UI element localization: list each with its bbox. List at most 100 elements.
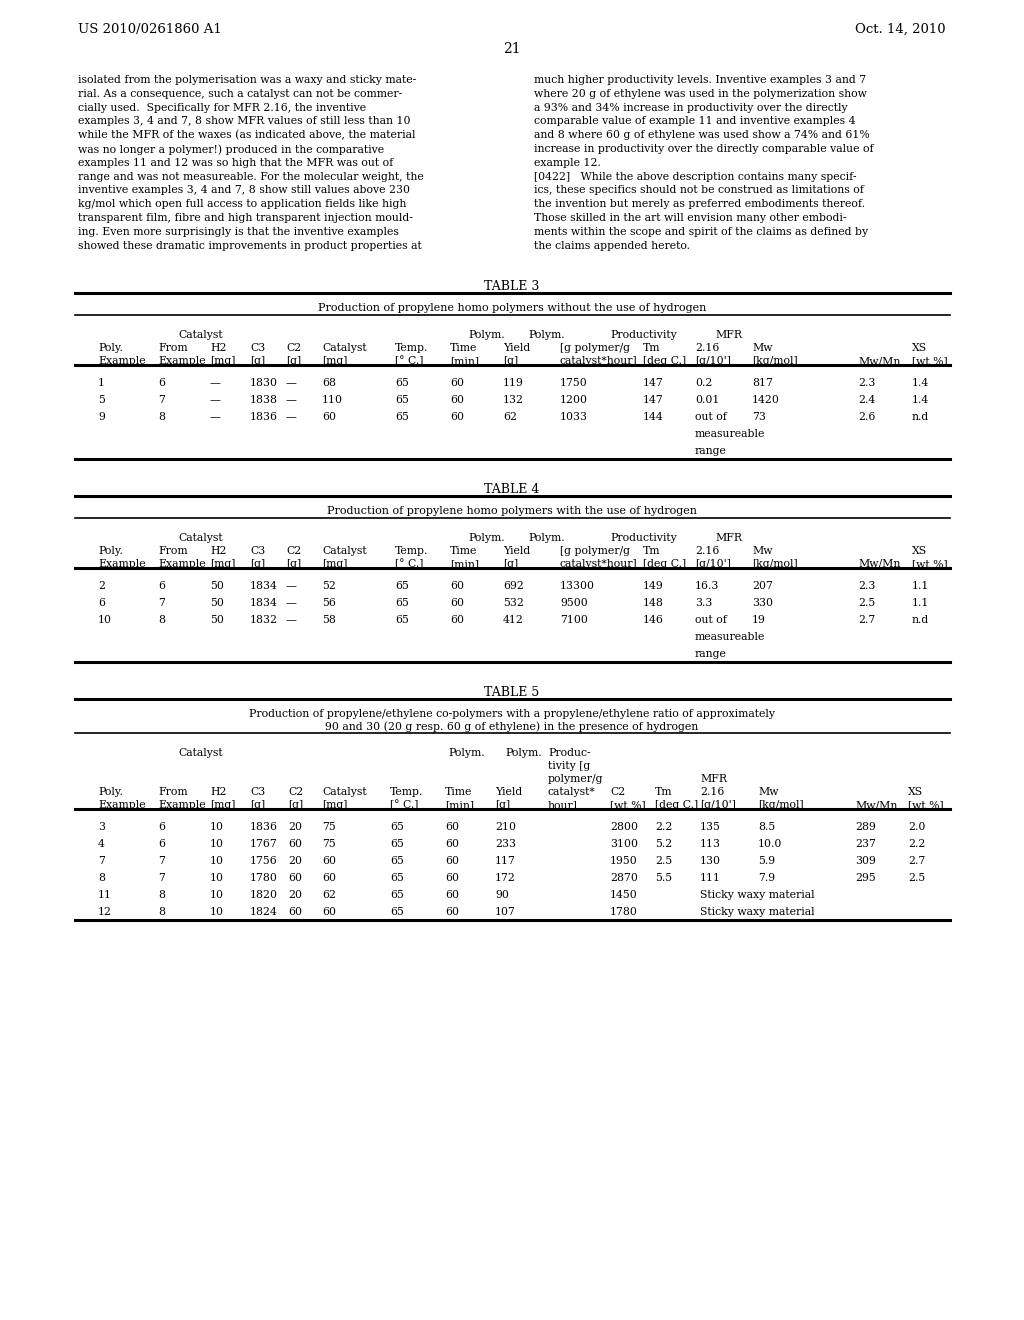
Text: XS: XS (912, 343, 927, 352)
Text: XS: XS (912, 546, 927, 556)
Text: 2.7: 2.7 (908, 855, 926, 866)
Text: 692: 692 (503, 581, 524, 591)
Text: 68: 68 (322, 378, 336, 388)
Text: Example: Example (98, 356, 145, 366)
Text: 50: 50 (210, 581, 224, 591)
Text: Mw: Mw (752, 343, 772, 352)
Text: 10: 10 (98, 615, 112, 624)
Text: 62: 62 (322, 890, 336, 900)
Text: 1450: 1450 (610, 890, 638, 900)
Text: C3: C3 (250, 343, 265, 352)
Text: 65: 65 (390, 907, 403, 917)
Text: 16.3: 16.3 (695, 581, 720, 591)
Text: TABLE 3: TABLE 3 (484, 280, 540, 293)
Text: 7100: 7100 (560, 615, 588, 624)
Text: 65: 65 (390, 890, 403, 900)
Text: 148: 148 (643, 598, 664, 609)
Text: 2.2: 2.2 (908, 840, 926, 849)
Text: ments within the scope and spirit of the claims as defined by: ments within the scope and spirit of the… (534, 227, 868, 236)
Text: Poly.: Poly. (98, 787, 123, 797)
Text: From: From (158, 343, 187, 352)
Text: Polym.: Polym. (505, 748, 542, 758)
Text: 60: 60 (322, 873, 336, 883)
Text: 10: 10 (210, 840, 224, 849)
Text: 65: 65 (390, 855, 403, 866)
Text: TABLE 5: TABLE 5 (484, 686, 540, 700)
Text: ics, these specifics should not be construed as limitations of: ics, these specifics should not be const… (534, 185, 864, 195)
Text: 110: 110 (322, 395, 343, 405)
Text: the invention but merely as preferred embodiments thereof.: the invention but merely as preferred em… (534, 199, 865, 209)
Text: 1834: 1834 (250, 598, 278, 609)
Text: [mg]: [mg] (210, 356, 236, 366)
Text: 6: 6 (158, 378, 165, 388)
Text: 7: 7 (158, 873, 165, 883)
Text: Catalyst: Catalyst (178, 748, 222, 758)
Text: 1.4: 1.4 (912, 395, 929, 405)
Text: 146: 146 (643, 615, 664, 624)
Text: H2: H2 (210, 787, 226, 797)
Text: 2.6: 2.6 (858, 412, 876, 422)
Text: 75: 75 (322, 822, 336, 832)
Text: XS: XS (908, 787, 923, 797)
Text: 149: 149 (643, 581, 664, 591)
Text: [g]: [g] (286, 356, 301, 366)
Text: 60: 60 (322, 907, 336, 917)
Text: 60: 60 (450, 581, 464, 591)
Text: 7.9: 7.9 (758, 873, 775, 883)
Text: [mg]: [mg] (322, 558, 347, 569)
Text: transparent film, fibre and high transparent injection mould-: transparent film, fibre and high transpa… (78, 213, 413, 223)
Text: 8.5: 8.5 (758, 822, 775, 832)
Text: Time: Time (445, 787, 472, 797)
Text: 1.4: 1.4 (912, 378, 929, 388)
Text: 75: 75 (322, 840, 336, 849)
Text: showed these dramatic improvements in product properties at: showed these dramatic improvements in pr… (78, 240, 422, 251)
Text: 5.9: 5.9 (758, 855, 775, 866)
Text: kg/mol which open full access to application fields like high: kg/mol which open full access to applica… (78, 199, 407, 209)
Text: 2.16: 2.16 (695, 343, 720, 352)
Text: 8: 8 (98, 873, 105, 883)
Text: 2.16: 2.16 (695, 546, 720, 556)
Text: [g]: [g] (250, 558, 265, 569)
Text: [kg/mol]: [kg/mol] (752, 356, 798, 366)
Text: 2.4: 2.4 (858, 395, 876, 405)
Text: 7: 7 (158, 855, 165, 866)
Text: inventive examples 3, 4 and 7, 8 show still values above 230: inventive examples 3, 4 and 7, 8 show st… (78, 185, 410, 195)
Text: 7: 7 (98, 855, 104, 866)
Text: Temp.: Temp. (395, 343, 428, 352)
Text: 1756: 1756 (250, 855, 278, 866)
Text: 2.2: 2.2 (655, 822, 673, 832)
Text: Produc-: Produc- (548, 748, 591, 758)
Text: 130: 130 (700, 855, 721, 866)
Text: 65: 65 (390, 873, 403, 883)
Text: Tm: Tm (643, 343, 660, 352)
Text: 1836: 1836 (250, 412, 278, 422)
Text: 309: 309 (855, 855, 876, 866)
Text: From: From (158, 546, 187, 556)
Text: —: — (210, 412, 221, 422)
Text: Those skilled in the art will envision many other embodi-: Those skilled in the art will envision m… (534, 213, 847, 223)
Text: n.d: n.d (912, 412, 929, 422)
Text: Oct. 14, 2010: Oct. 14, 2010 (855, 22, 946, 36)
Text: catalyst*hour]: catalyst*hour] (560, 558, 638, 569)
Text: [min]: [min] (445, 800, 474, 810)
Text: 10: 10 (210, 822, 224, 832)
Text: [g/10']: [g/10'] (695, 356, 731, 366)
Text: 60: 60 (450, 378, 464, 388)
Text: 1: 1 (98, 378, 105, 388)
Text: MFR: MFR (715, 533, 742, 543)
Text: Production of propylene homo polymers without the use of hydrogen: Production of propylene homo polymers wi… (317, 304, 707, 313)
Text: —: — (286, 378, 297, 388)
Text: 1830: 1830 (250, 378, 278, 388)
Text: 144: 144 (643, 412, 664, 422)
Text: Tm: Tm (643, 546, 660, 556)
Text: [deg C.]: [deg C.] (643, 558, 686, 569)
Text: 1420: 1420 (752, 395, 780, 405)
Text: Catalyst: Catalyst (322, 546, 367, 556)
Text: [mg]: [mg] (322, 356, 347, 366)
Text: [g]: [g] (288, 800, 303, 810)
Text: Poly.: Poly. (98, 343, 123, 352)
Text: Sticky waxy material: Sticky waxy material (700, 907, 815, 917)
Text: rial. As a consequence, such a catalyst can not be commer-: rial. As a consequence, such a catalyst … (78, 88, 402, 99)
Text: Mw: Mw (758, 787, 778, 797)
Text: 532: 532 (503, 598, 524, 609)
